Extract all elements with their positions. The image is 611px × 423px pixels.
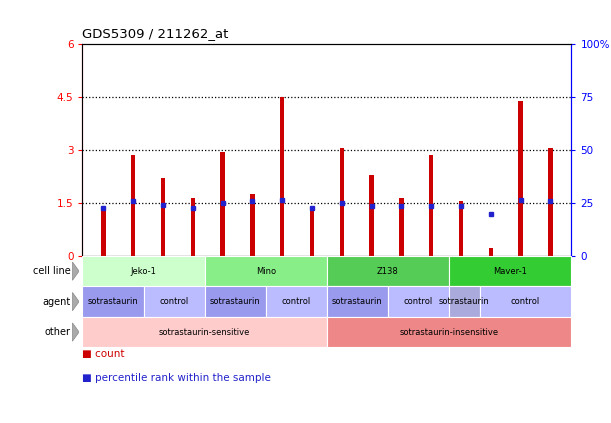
Text: sotrastaurin: sotrastaurin xyxy=(210,297,261,306)
Bar xyxy=(310,209,314,256)
Bar xyxy=(161,179,165,256)
Text: cell line: cell line xyxy=(33,266,71,276)
Text: agent: agent xyxy=(43,297,71,307)
Text: ■ percentile rank within the sample: ■ percentile rank within the sample xyxy=(82,373,271,383)
Text: control: control xyxy=(282,297,311,306)
Text: control: control xyxy=(159,297,189,306)
Bar xyxy=(221,152,225,256)
Text: Z138: Z138 xyxy=(377,266,399,276)
Text: sotrastaurin: sotrastaurin xyxy=(332,297,383,306)
Text: ■ count: ■ count xyxy=(82,349,125,360)
Bar xyxy=(131,156,136,256)
Bar xyxy=(340,148,344,256)
Text: Maver-1: Maver-1 xyxy=(493,266,527,276)
Text: GDS5309 / 211262_at: GDS5309 / 211262_at xyxy=(82,27,229,40)
Text: sotrastaurin-insensitive: sotrastaurin-insensitive xyxy=(400,327,499,337)
Polygon shape xyxy=(73,262,79,280)
Polygon shape xyxy=(73,292,79,311)
Text: sotrastaurin-sensitive: sotrastaurin-sensitive xyxy=(159,327,251,337)
Bar xyxy=(489,248,493,256)
Bar xyxy=(280,97,284,256)
Bar xyxy=(191,198,195,256)
Text: Jeko-1: Jeko-1 xyxy=(131,266,156,276)
Text: sotrastaurin: sotrastaurin xyxy=(439,297,490,306)
Text: other: other xyxy=(45,327,71,337)
Bar xyxy=(548,148,553,256)
Text: control: control xyxy=(404,297,433,306)
Text: sotrastaurin: sotrastaurin xyxy=(87,297,139,306)
Bar xyxy=(399,198,404,256)
Bar xyxy=(429,156,433,256)
Bar xyxy=(518,101,523,256)
Text: Mino: Mino xyxy=(256,266,276,276)
Bar xyxy=(101,210,106,256)
Bar xyxy=(459,201,463,256)
Text: control: control xyxy=(511,297,540,306)
Bar xyxy=(250,194,255,256)
Bar xyxy=(370,175,374,256)
Polygon shape xyxy=(73,323,79,341)
